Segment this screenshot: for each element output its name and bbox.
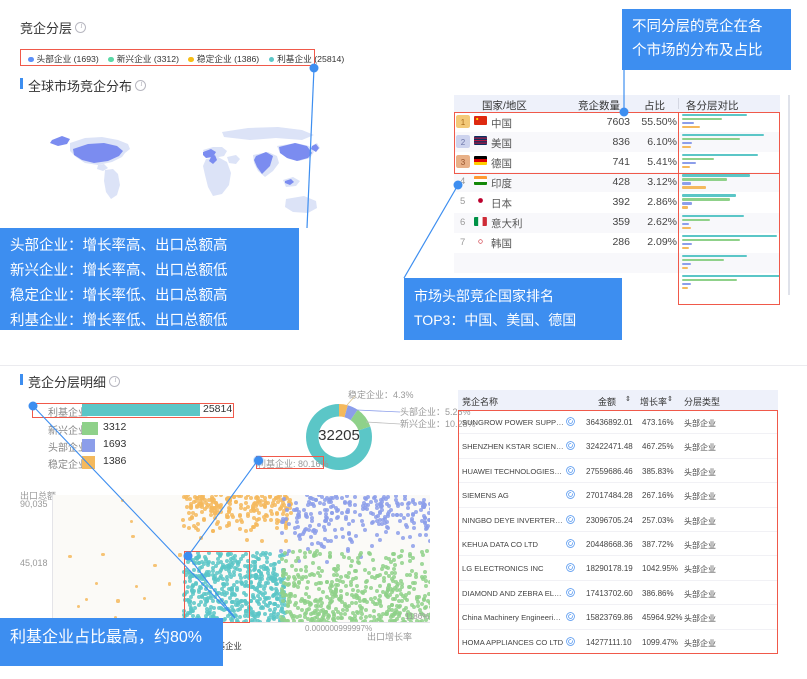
svg-text:32205: 32205 — [318, 427, 360, 444]
